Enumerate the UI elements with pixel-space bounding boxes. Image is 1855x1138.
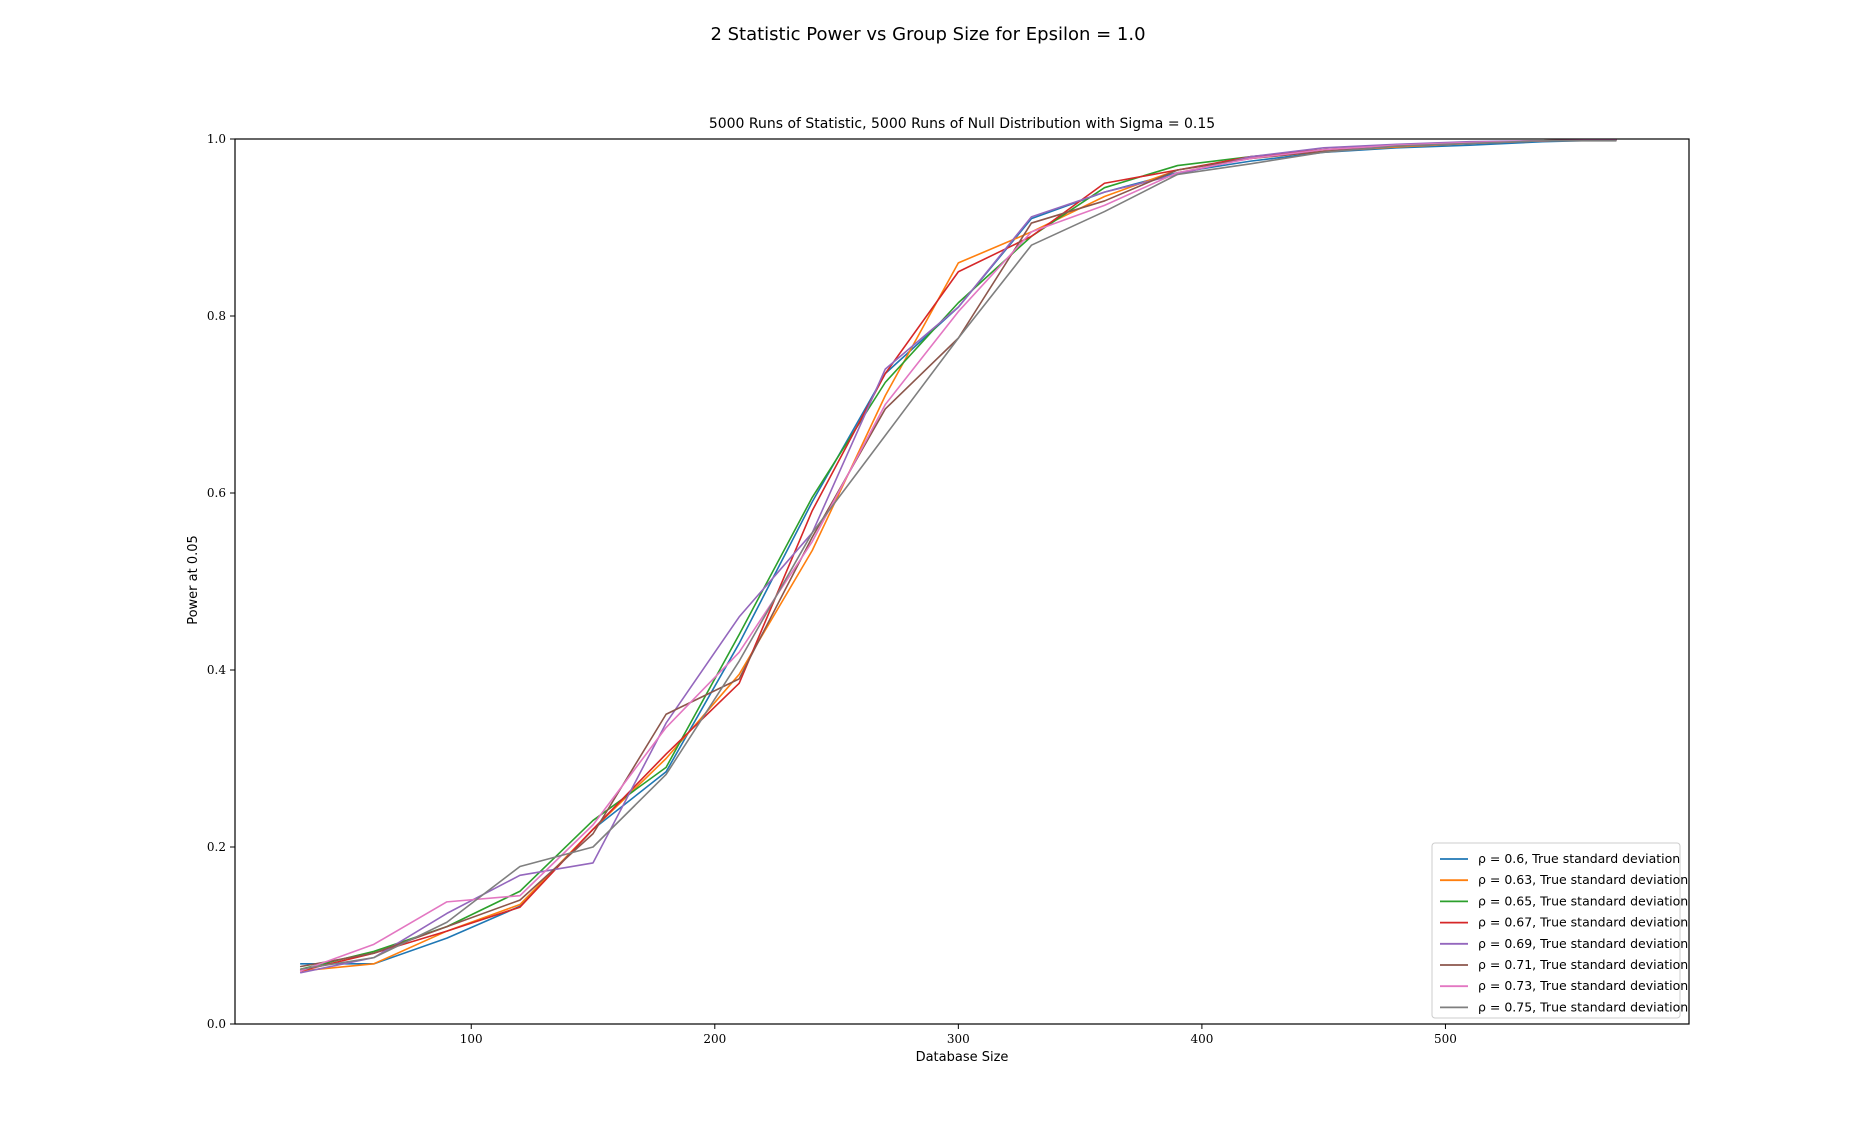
x-tick-label: 200 (703, 1032, 726, 1046)
y-tick-label: 0.2 (207, 840, 226, 854)
x-axis-label: Database Size (916, 1050, 1009, 1065)
chart-title: 5000 Runs of Statistic, 5000 Runs of Nul… (709, 116, 1215, 132)
series-line-7 (299, 139, 1617, 970)
lines-layer (299, 139, 1617, 974)
y-tick-label: 0.0 (207, 1017, 226, 1031)
legend-entries: ρ = 0.6, True standard deviation ρ = 0.63… (1440, 851, 1688, 1014)
y-tick-label: 0.8 (207, 309, 226, 323)
legend-label: ρ = 0.71, True standard deviation (1478, 957, 1688, 972)
y-tick-label: 0.6 (207, 486, 226, 500)
legend-frame (1431, 842, 1681, 1019)
y-tick-label: 1.0 (207, 132, 226, 146)
legend-label: ρ = 0.69, True standard deviation (1478, 936, 1688, 951)
y-axis-label: Power at 0.05 (186, 535, 201, 625)
x-tick-label: 500 (1434, 1032, 1457, 1046)
figure-suptitle: 2 Statistic Power vs Group Size for Epsi… (710, 24, 1145, 45)
legend: ρ = 0.6, True standard deviation ρ = 0.63… (1431, 842, 1688, 1019)
legend-label: ρ = 0.65, True standard deviation (1478, 893, 1688, 908)
legend-label: ρ = 0.67, True standard deviation (1478, 915, 1688, 930)
x-tick-label: 100 (460, 1032, 483, 1046)
ticks-layer: 100 200 300 400 500 0.0 0.2 0.4 0.6 0.8 1.0 (207, 132, 1457, 1046)
plot-area: 100 200 300 400 500 0.0 0.2 0.4 0.6 0.8 1.0 (207, 132, 1690, 1046)
y-tick-label: 0.4 (207, 663, 226, 677)
series-line-4 (299, 139, 1617, 974)
legend-label: ρ = 0.75, True standard deviation (1478, 999, 1688, 1014)
legend-label: ρ = 0.63, True standard deviation (1478, 872, 1688, 887)
series-line-6 (299, 139, 1617, 972)
x-tick-label: 400 (1190, 1032, 1213, 1046)
series-line-1 (299, 139, 1617, 972)
legend-label: ρ = 0.6, True standard deviation (1478, 851, 1680, 866)
legend-label: ρ = 0.73, True standard deviation (1478, 978, 1688, 993)
axes-frame (234, 138, 1690, 1025)
x-tick-label: 300 (947, 1032, 970, 1046)
